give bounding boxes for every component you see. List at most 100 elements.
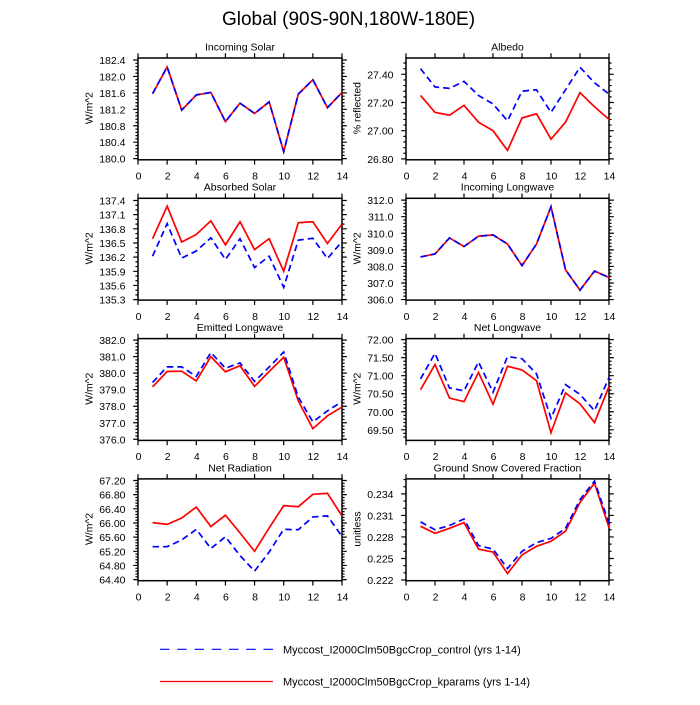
svg-text:W/m^2: W/m^2 [84,92,95,124]
svg-text:4: 4 [462,451,468,463]
svg-text:377.0: 377.0 [99,418,125,430]
svg-text:12: 12 [308,451,320,463]
svg-text:310.0: 310.0 [367,228,393,240]
svg-text:Incoming Longwave: Incoming Longwave [461,182,555,194]
svg-text:376.0: 376.0 [99,434,125,446]
svg-text:6: 6 [223,451,229,463]
svg-text:306.0: 306.0 [367,295,393,307]
svg-text:136.5: 136.5 [99,238,125,250]
svg-text:0.222: 0.222 [367,575,393,587]
svg-text:378.0: 378.0 [99,401,125,413]
svg-text:2: 2 [165,311,171,323]
svg-text:12: 12 [308,592,320,604]
svg-text:4: 4 [194,451,200,463]
svg-text:2: 2 [165,592,171,604]
svg-text:27.40: 27.40 [367,69,393,81]
svg-text:Global (90S-90N,180W-180E): Global (90S-90N,180W-180E) [222,9,475,30]
svg-text:181.6: 181.6 [99,88,125,100]
svg-text:66.40: 66.40 [99,504,125,516]
svg-text:135.6: 135.6 [99,280,125,292]
svg-text:14: 14 [337,451,349,463]
svg-text:14: 14 [604,171,616,183]
svg-text:137.1: 137.1 [99,210,125,222]
svg-text:0: 0 [136,592,142,604]
svg-text:Ground Snow Covered Fraction: Ground Snow Covered Fraction [434,462,582,474]
svg-text:381.0: 381.0 [99,352,125,364]
svg-text:4: 4 [194,171,200,183]
svg-text:6: 6 [491,311,497,323]
svg-text:71.00: 71.00 [367,371,393,383]
svg-text:10: 10 [278,592,290,604]
svg-text:380.0: 380.0 [99,368,125,380]
svg-text:27.00: 27.00 [367,126,393,138]
svg-text:8: 8 [520,311,526,323]
svg-text:10: 10 [546,311,558,323]
svg-text:14: 14 [604,311,616,323]
svg-text:2: 2 [165,451,171,463]
svg-text:69.50: 69.50 [367,425,393,437]
svg-text:10: 10 [278,171,290,183]
svg-text:6: 6 [223,592,229,604]
svg-text:66.80: 66.80 [99,490,125,502]
svg-text:0: 0 [136,311,142,323]
svg-text:Absorbed Solar: Absorbed Solar [204,182,277,194]
svg-text:6: 6 [491,451,497,463]
svg-text:2: 2 [433,451,439,463]
svg-text:135.9: 135.9 [99,266,125,278]
svg-text:0: 0 [404,311,410,323]
svg-text:26.80: 26.80 [367,154,393,166]
svg-text:308.0: 308.0 [367,261,393,273]
svg-text:136.2: 136.2 [99,252,125,264]
svg-text:W/m^2: W/m^2 [352,232,363,264]
svg-text:W/m^2: W/m^2 [84,232,95,264]
svg-text:12: 12 [308,311,320,323]
svg-text:14: 14 [604,592,616,604]
svg-text:% reflected: % reflected [352,82,363,134]
svg-text:309.0: 309.0 [367,245,393,257]
svg-text:0: 0 [404,171,410,183]
svg-text:8: 8 [520,592,526,604]
svg-text:181.2: 181.2 [99,104,125,116]
svg-text:Incoming Solar: Incoming Solar [205,41,276,53]
svg-text:8: 8 [252,311,258,323]
svg-text:70.50: 70.50 [367,389,393,401]
svg-text:8: 8 [252,592,258,604]
svg-text:14: 14 [337,171,349,183]
svg-text:311.0: 311.0 [368,212,394,224]
svg-text:6: 6 [491,171,497,183]
svg-text:14: 14 [604,451,616,463]
svg-text:4: 4 [194,311,200,323]
svg-text:72.00: 72.00 [367,335,393,347]
svg-text:65.60: 65.60 [99,532,125,544]
svg-text:12: 12 [575,592,587,604]
svg-text:6: 6 [491,592,497,604]
svg-text:0.225: 0.225 [367,553,393,565]
svg-text:4: 4 [462,171,468,183]
svg-text:27.20: 27.20 [367,98,393,110]
svg-text:0.228: 0.228 [367,532,393,544]
svg-text:Myccost_I2000Clm50BgcCrop_cont: Myccost_I2000Clm50BgcCrop_control (yrs 1… [283,644,521,656]
svg-text:8: 8 [252,171,258,183]
svg-text:10: 10 [278,451,290,463]
svg-text:64.80: 64.80 [99,560,125,572]
svg-text:0: 0 [136,451,142,463]
svg-text:382.0: 382.0 [99,335,125,347]
svg-text:4: 4 [462,311,468,323]
svg-text:0: 0 [404,451,410,463]
svg-text:136.8: 136.8 [99,224,125,236]
svg-text:180.4: 180.4 [99,137,125,149]
svg-text:8: 8 [520,451,526,463]
svg-text:65.20: 65.20 [99,546,125,558]
svg-text:0.231: 0.231 [367,510,393,522]
svg-text:10: 10 [546,451,558,463]
svg-text:70.00: 70.00 [367,407,393,419]
svg-text:64.40: 64.40 [99,575,125,587]
svg-text:137.4: 137.4 [99,196,125,208]
svg-text:10: 10 [546,592,558,604]
svg-text:Myccost_I2000Clm50BgcCrop_kpar: Myccost_I2000Clm50BgcCrop_kparams (yrs 1… [283,677,530,689]
svg-text:4: 4 [194,592,200,604]
svg-text:71.50: 71.50 [367,353,393,365]
svg-text:W/m^2: W/m^2 [352,372,363,404]
svg-text:W/m^2: W/m^2 [84,372,95,404]
svg-text:2: 2 [433,171,439,183]
